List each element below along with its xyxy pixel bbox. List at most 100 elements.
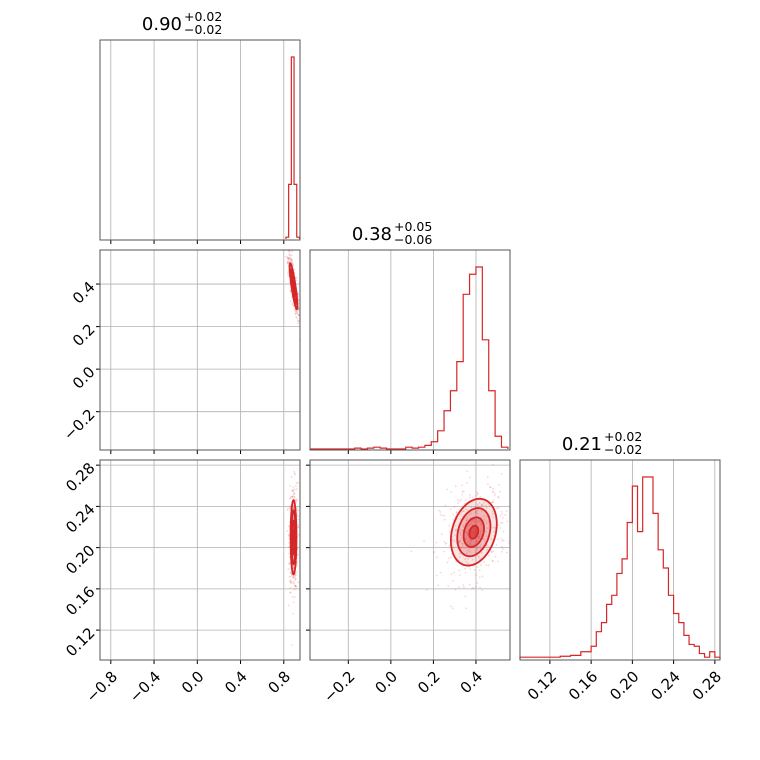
sample-point xyxy=(287,604,290,607)
sample-point xyxy=(454,588,457,591)
sample-point xyxy=(293,268,296,271)
sample-point xyxy=(293,596,296,599)
sample-point xyxy=(476,512,479,515)
sample-point xyxy=(501,539,504,542)
sample-point xyxy=(293,472,296,475)
sample-point xyxy=(457,586,460,588)
param-title-minus: −0.06 xyxy=(394,232,432,247)
sample-point xyxy=(449,556,452,559)
sample-point xyxy=(472,587,475,589)
sample-point xyxy=(473,518,476,521)
sample-point xyxy=(293,473,296,476)
sample-point xyxy=(288,552,290,555)
sample-point xyxy=(287,260,289,263)
sample-point xyxy=(297,314,300,317)
sample-point xyxy=(453,540,456,543)
sample-point xyxy=(294,577,297,580)
sample-point xyxy=(490,550,493,553)
sample-point xyxy=(292,490,295,493)
sample-point xyxy=(284,242,286,244)
sample-point xyxy=(291,303,294,306)
sample-point xyxy=(516,487,518,489)
sample-point xyxy=(289,255,292,257)
param-title-value: 0.21 xyxy=(562,434,602,455)
data-layer xyxy=(284,56,721,659)
sample-point xyxy=(470,544,473,547)
sample-point xyxy=(478,535,481,537)
sample-point xyxy=(295,500,298,503)
sample-point xyxy=(443,518,446,521)
sample-point xyxy=(469,476,471,479)
sample-point xyxy=(293,495,296,498)
sample-point xyxy=(435,574,438,577)
sample-point xyxy=(492,499,495,502)
sample-point xyxy=(465,607,468,610)
y-tick-label: 0.12 xyxy=(62,624,98,660)
sample-point xyxy=(450,573,453,576)
sample-point xyxy=(464,547,467,549)
sample-point xyxy=(291,263,294,266)
contour-level xyxy=(468,524,480,540)
sample-point xyxy=(287,245,289,247)
sample-point xyxy=(290,258,293,261)
panel-frame xyxy=(309,459,511,661)
sample-point xyxy=(491,501,494,503)
sample-point xyxy=(451,539,454,542)
y-tick-label: 0.0 xyxy=(69,363,99,393)
sample-point xyxy=(500,473,503,475)
sample-point xyxy=(296,312,299,315)
sample-point xyxy=(475,520,478,523)
sample-point xyxy=(498,483,501,486)
sample-point xyxy=(443,514,446,517)
panel-frame xyxy=(309,249,511,451)
sample-point xyxy=(292,576,295,579)
sample-point xyxy=(287,258,290,261)
sample-point xyxy=(492,487,494,490)
sample-point xyxy=(425,589,428,591)
sample-point xyxy=(290,476,293,478)
sample-point xyxy=(456,502,459,505)
sample-point xyxy=(493,526,496,529)
sample-point xyxy=(512,525,514,527)
sample-point xyxy=(289,505,291,508)
sample-point xyxy=(485,506,488,509)
sample-point xyxy=(501,522,504,524)
sample-point xyxy=(410,550,413,553)
sample-point xyxy=(459,531,462,534)
sample-point xyxy=(455,560,458,563)
sample-point xyxy=(471,558,474,561)
x-tick-label: 0.8 xyxy=(264,668,294,698)
sample-point xyxy=(435,556,438,559)
sample-point xyxy=(289,572,292,574)
sample-point xyxy=(294,276,297,279)
sample-point xyxy=(451,607,454,610)
sample-point xyxy=(466,518,469,521)
sample-point xyxy=(287,507,289,510)
sample-point xyxy=(466,549,469,552)
sample-point xyxy=(460,498,463,501)
sample-point xyxy=(500,510,503,513)
sample-point xyxy=(446,488,449,491)
sample-point xyxy=(479,530,482,533)
sample-point xyxy=(459,574,461,577)
sample-point xyxy=(488,504,491,507)
sample-point xyxy=(494,555,497,558)
sample-point xyxy=(295,499,298,502)
labels-layer: 0.90 +0.02−0.020.38 +0.05−0.060.21 +0.02−0.… xyxy=(60,9,725,706)
y-tick-label: 0.20 xyxy=(62,541,98,577)
sample-point xyxy=(289,591,292,594)
sample-point xyxy=(289,579,292,582)
sample-point xyxy=(295,482,298,484)
sample-point xyxy=(495,544,498,546)
sample-point xyxy=(491,490,494,493)
sample-point xyxy=(476,492,479,495)
sample-point xyxy=(490,551,493,554)
sample-point xyxy=(288,555,291,558)
sample-point xyxy=(465,537,468,540)
sample-point xyxy=(288,524,290,527)
sample-point xyxy=(290,575,292,578)
sample-point xyxy=(500,550,503,553)
sample-point xyxy=(446,561,449,564)
sample-point xyxy=(478,519,481,522)
sample-point xyxy=(467,562,469,565)
